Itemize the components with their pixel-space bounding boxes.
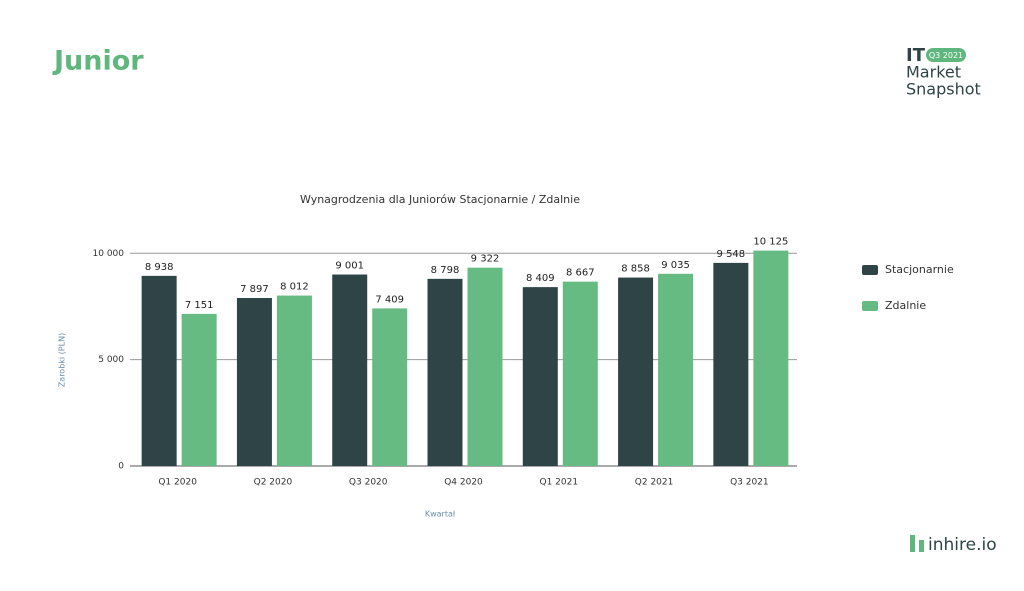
logo: inhire.io — [928, 535, 997, 555]
value-label: 9 001 — [335, 261, 364, 272]
legend-swatch — [862, 265, 878, 275]
brand-line: Snapshot — [906, 80, 981, 99]
logo-icon — [919, 540, 924, 552]
bar — [522, 287, 558, 466]
value-label: 9 548 — [717, 249, 746, 260]
slide-heading: Junior — [52, 46, 144, 77]
bar — [713, 262, 749, 466]
bar — [276, 295, 312, 466]
value-label: 8 938 — [145, 262, 174, 273]
bar — [372, 308, 408, 466]
x-tick-label: Q1 2021 — [539, 478, 578, 488]
value-label: 8 858 — [621, 264, 650, 275]
value-label: 8 012 — [280, 282, 309, 293]
value-label: 8 798 — [431, 265, 460, 276]
bar — [467, 267, 503, 466]
x-tick-label: Q2 2020 — [254, 478, 293, 488]
chart-title: Wynagrodzenia dla Juniorów Stacjonarnie … — [300, 193, 580, 206]
x-tick-label: Q3 2020 — [349, 478, 388, 488]
bar — [562, 281, 598, 466]
legend-label: Stacjonarnie — [885, 263, 954, 276]
bar — [753, 250, 789, 466]
x-tick-label: Q2 2021 — [635, 478, 674, 488]
y-tick-label: 0 — [118, 462, 124, 472]
brand-badge: Q3 2021 — [929, 51, 963, 60]
value-label: 8 409 — [526, 273, 555, 284]
brand-badge-bg — [926, 48, 966, 62]
x-tick-label: Q4 2020 — [444, 478, 483, 488]
x-tick-label: Q3 2021 — [730, 478, 769, 488]
logo-icon — [910, 535, 915, 552]
value-label: 8 667 — [566, 268, 595, 279]
value-label: 7 151 — [185, 300, 214, 311]
bar — [427, 278, 463, 466]
legend-swatch — [862, 301, 878, 311]
bar — [181, 313, 217, 466]
bar — [658, 273, 694, 466]
value-label: 9 035 — [661, 260, 690, 271]
y-tick-label: 10 000 — [93, 249, 125, 259]
bar — [141, 275, 177, 466]
value-label: 7 409 — [375, 294, 404, 305]
bar — [236, 298, 272, 466]
legend-label: Zdalnie — [885, 299, 926, 312]
x-tick-label: Q1 2020 — [158, 478, 197, 488]
value-label: 7 897 — [240, 284, 269, 295]
brand-it: IT — [906, 45, 926, 66]
y-axis-label: Zarobki (PLN) — [58, 333, 67, 387]
value-label: 9 322 — [471, 254, 500, 265]
brand-line: Market — [906, 63, 961, 82]
value-label: 10 125 — [753, 237, 788, 248]
x-axis-label: Kwartał — [425, 510, 456, 519]
y-tick-label: 5 000 — [98, 355, 124, 365]
bar — [332, 274, 368, 466]
bar — [618, 277, 654, 466]
